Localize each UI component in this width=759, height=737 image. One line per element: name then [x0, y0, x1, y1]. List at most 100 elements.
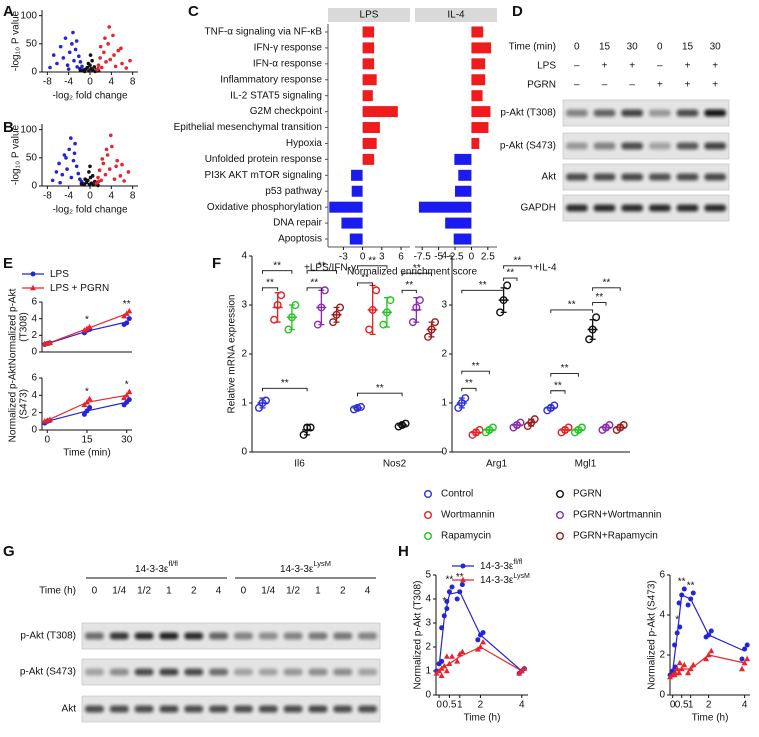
data-point [108, 57, 113, 62]
significance: ** [281, 378, 289, 389]
data-point [477, 643, 484, 650]
data-point [588, 325, 597, 334]
significance: * [85, 386, 89, 397]
data-point [676, 659, 683, 666]
data-point [592, 313, 601, 322]
data-point [503, 281, 512, 290]
category-label: Apoptosis [278, 234, 322, 245]
blot-band [649, 173, 671, 181]
blot-band [258, 705, 278, 713]
data-point [102, 50, 106, 55]
data-point [379, 320, 388, 329]
data-point [98, 56, 102, 60]
blot-background [81, 622, 381, 650]
blot-band [593, 173, 616, 181]
data-point [84, 325, 90, 331]
data-point [109, 133, 113, 138]
data-point [616, 423, 625, 432]
significance: ** [361, 273, 369, 284]
x-tick-label: 4 [109, 77, 115, 88]
category-label: IL-2 STAT5 signaling [230, 90, 322, 101]
significance: ** [318, 260, 326, 271]
blot-band [704, 142, 726, 150]
group-name: 14-3-3ε [135, 564, 169, 575]
legend-label: Rapamycin [441, 531, 491, 542]
data-point [113, 64, 118, 69]
data-point [284, 325, 293, 334]
y-tick-label: 2 [659, 650, 665, 661]
legend-marker [460, 563, 466, 569]
data-point [67, 147, 71, 152]
blot-band [593, 204, 616, 212]
data-point [116, 48, 121, 53]
header-label: PGRN [527, 80, 556, 91]
blot-band [333, 632, 353, 640]
data-point [678, 665, 685, 672]
data-point [74, 39, 79, 43]
category-label: PI3K AKT mTOR signaling [205, 170, 322, 181]
category-label: IFN-γ response [254, 43, 323, 54]
data-point [61, 56, 66, 60]
panel-letter: B [3, 119, 14, 136]
data-point [81, 411, 87, 417]
data-point [681, 661, 688, 668]
data-point [101, 161, 106, 166]
significance: * [442, 596, 446, 607]
significance-bracket [592, 287, 621, 291]
data-point [76, 171, 81, 176]
significance: ** [472, 361, 480, 372]
data-point [521, 665, 528, 671]
blot-band [649, 142, 671, 150]
data-point [574, 425, 583, 434]
header-value: – [574, 80, 580, 91]
data-point [454, 596, 460, 602]
significance: ** [273, 260, 281, 271]
blot-band [358, 705, 377, 713]
blot-band [159, 668, 179, 676]
x-axis-label: Time (h) [692, 713, 729, 724]
band-label: p-Akt (S473) [500, 141, 556, 152]
data-point [306, 423, 315, 432]
data-point [104, 60, 108, 64]
x-tick-label: 2.5 [481, 252, 495, 263]
facet-title: LPS [360, 10, 379, 21]
y-tick-label: 100 [20, 124, 37, 135]
data-point [80, 64, 84, 69]
blot-band [134, 632, 154, 640]
data-point [439, 658, 445, 664]
x-tick-label: -8 [43, 191, 52, 202]
y-tick-label: 50 [26, 38, 38, 49]
blot-band [283, 668, 303, 676]
data-point [317, 303, 326, 312]
blot-band [308, 668, 328, 676]
blot-band [566, 173, 588, 181]
blot-background [562, 194, 730, 222]
header-value: + [712, 61, 718, 72]
data-point [126, 170, 131, 174]
data-point [124, 320, 130, 326]
blot-band [566, 109, 588, 117]
data-point [73, 47, 78, 52]
x-tick-label: 0 [45, 435, 51, 446]
bar [351, 185, 363, 197]
data-point [690, 590, 696, 596]
y-axis-label: -log₁₀ P value [11, 10, 22, 71]
significance: ** [310, 277, 318, 288]
y-tick-label: 1 [241, 398, 247, 409]
data-point [73, 141, 77, 146]
significance-bracket [306, 270, 337, 274]
data-point [687, 665, 694, 672]
data-point [69, 136, 73, 140]
panel-letter: F [212, 255, 221, 272]
data-point [85, 65, 90, 70]
blot-band [593, 109, 616, 117]
header-value: 1 [315, 586, 321, 597]
significance: ** [561, 363, 569, 374]
data-point [527, 418, 536, 427]
blot-band [209, 668, 228, 676]
legend-marker [30, 271, 36, 277]
y-tick-label: 0 [31, 425, 37, 436]
bar [362, 122, 380, 134]
x-tick-label: 0 [469, 252, 475, 263]
bar [351, 169, 363, 181]
